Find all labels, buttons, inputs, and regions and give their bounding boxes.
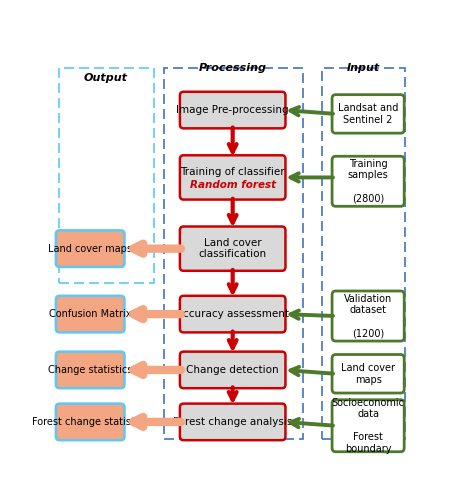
FancyBboxPatch shape	[180, 352, 286, 388]
Text: Training
samples

(2800): Training samples (2800)	[348, 159, 389, 204]
Text: Socioeconomic
data

Forest
boundary: Socioeconomic data Forest boundary	[331, 398, 405, 454]
FancyBboxPatch shape	[180, 156, 286, 200]
Text: Random forest: Random forest	[190, 180, 276, 190]
FancyBboxPatch shape	[332, 291, 404, 341]
Bar	[164, 68, 303, 439]
Text: Confusion Matrix: Confusion Matrix	[49, 309, 131, 319]
Bar	[322, 68, 405, 439]
Text: Landsat and
Sentinel 2: Landsat and Sentinel 2	[338, 103, 398, 124]
FancyBboxPatch shape	[180, 92, 286, 128]
Text: Land cover
maps: Land cover maps	[341, 363, 395, 384]
FancyBboxPatch shape	[332, 354, 404, 393]
FancyBboxPatch shape	[180, 296, 286, 333]
FancyBboxPatch shape	[180, 404, 286, 440]
Text: Accuracy assessment: Accuracy assessment	[176, 309, 289, 319]
Text: Processing: Processing	[199, 63, 266, 73]
Text: Change detection: Change detection	[186, 365, 279, 375]
Text: Forest change statistics: Forest change statistics	[32, 417, 148, 427]
FancyBboxPatch shape	[332, 400, 404, 452]
Text: Forest change analysis: Forest change analysis	[173, 417, 292, 427]
Text: Land cover maps: Land cover maps	[48, 244, 132, 254]
FancyBboxPatch shape	[56, 404, 124, 440]
Text: Land cover
classification: Land cover classification	[198, 238, 267, 260]
FancyBboxPatch shape	[56, 230, 124, 267]
FancyBboxPatch shape	[332, 156, 404, 206]
FancyBboxPatch shape	[180, 226, 286, 271]
Text: Validation
dataset

(1200): Validation dataset (1200)	[344, 294, 392, 339]
Text: Input: Input	[347, 63, 380, 73]
FancyBboxPatch shape	[56, 296, 124, 333]
Text: Image Pre-processing: Image Pre-processing	[176, 105, 289, 115]
Text: Training of classifier: Training of classifier	[180, 167, 285, 177]
FancyBboxPatch shape	[56, 352, 124, 388]
FancyBboxPatch shape	[332, 94, 404, 133]
Text: Output: Output	[84, 74, 128, 84]
Text: Change statistics: Change statistics	[48, 365, 133, 375]
Bar	[59, 68, 153, 284]
